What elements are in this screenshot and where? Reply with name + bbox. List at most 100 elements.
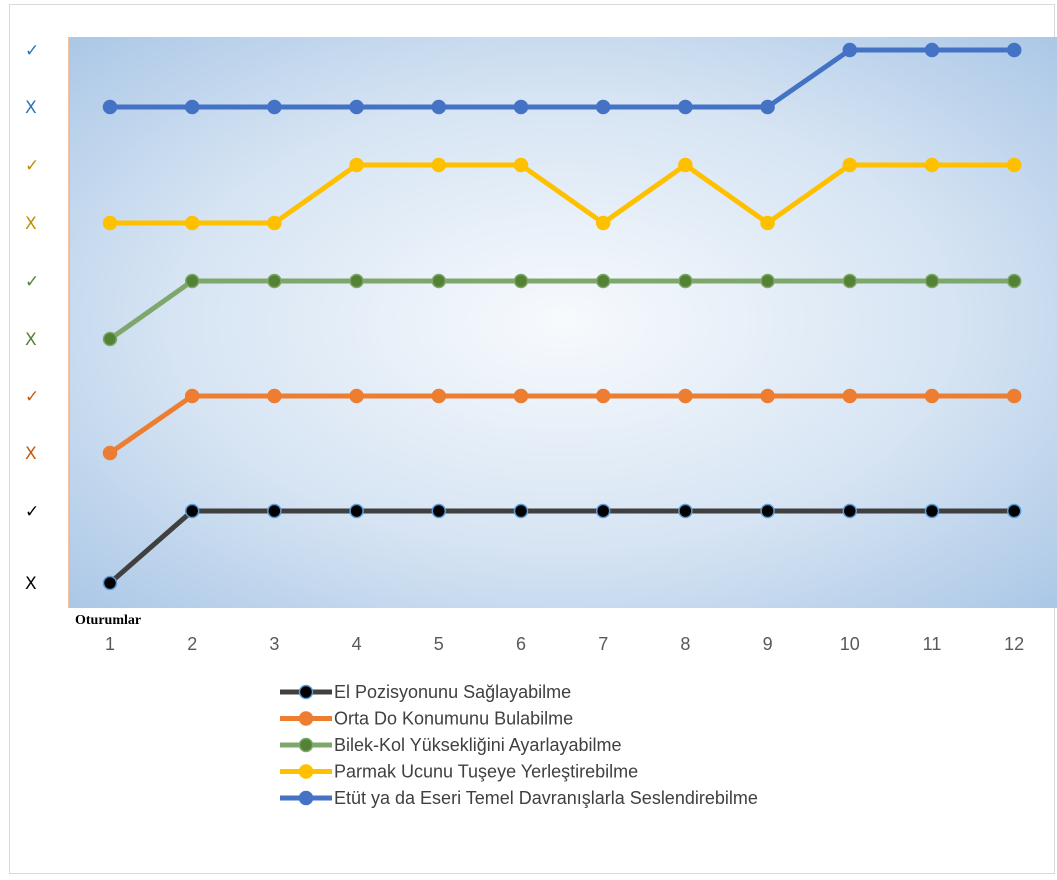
data-point <box>1006 157 1022 173</box>
data-point <box>1006 503 1022 519</box>
legend-item: Etüt ya da Eseri Temel Davranışlarla Ses… <box>280 788 758 808</box>
legend-marker-swatch <box>298 684 314 700</box>
data-point <box>595 215 611 231</box>
data-point <box>760 99 775 115</box>
data-point <box>513 503 529 519</box>
data-point <box>431 99 447 115</box>
legend-label: Orta Do Konumunu Bulabilme <box>334 709 573 729</box>
data-point <box>513 273 529 289</box>
plot-area <box>69 37 1057 608</box>
data-point <box>102 99 118 115</box>
y-tick-label: X <box>25 330 37 350</box>
y-tick-label: ✓ <box>25 387 39 407</box>
series-line-1 <box>108 508 1015 585</box>
legend-label: Etüt ya da Eseri Temel Davranışlarla Ses… <box>334 788 758 808</box>
data-point <box>349 503 364 519</box>
data-point <box>678 273 693 289</box>
x-tick-label: 12 <box>1004 634 1024 654</box>
x-tick-label: 1 <box>105 634 115 654</box>
data-point <box>842 388 858 404</box>
x-tick-label: 11 <box>923 634 942 654</box>
x-axis-tick-labels: 1 2 3 4 5 6 7 8 9 10 11 12 <box>105 634 1024 654</box>
data-point <box>184 503 200 519</box>
data-point <box>1006 42 1022 58</box>
data-point <box>1006 388 1022 404</box>
data-point <box>102 215 118 231</box>
legend-item: Parmak Ucunu Tuşeye Yerleştirebilme <box>280 762 638 782</box>
data-point <box>349 273 364 289</box>
legend-item: Bilek-Kol Yüksekliğini Ayarlayabilme <box>280 735 621 755</box>
legend-marker-swatch <box>298 711 314 726</box>
series-line-5 <box>110 47 1015 110</box>
data-point <box>678 388 693 404</box>
legend-marker-swatch <box>298 790 314 806</box>
data-point <box>924 273 940 289</box>
data-point <box>431 157 447 173</box>
data-point <box>184 99 200 115</box>
x-tick-label: 6 <box>516 634 526 654</box>
data-point <box>842 273 858 289</box>
data-point <box>349 99 364 115</box>
data-point <box>595 273 611 289</box>
y-tick-label: ✓ <box>25 502 39 522</box>
data-point <box>184 273 200 289</box>
x-tick-label: 10 <box>840 634 860 654</box>
data-point <box>595 388 611 404</box>
series-layer <box>102 42 1022 591</box>
data-point <box>102 331 118 347</box>
data-point <box>842 503 858 519</box>
data-point <box>513 99 529 115</box>
data-point <box>760 215 775 231</box>
data-point <box>267 273 282 289</box>
data-point <box>760 273 775 289</box>
data-point <box>924 503 940 519</box>
data-point <box>184 388 200 404</box>
data-point <box>184 215 200 231</box>
x-tick-label: 4 <box>352 634 362 654</box>
data-point <box>431 388 447 404</box>
data-point <box>842 42 858 58</box>
x-tick-label: 8 <box>680 634 690 654</box>
data-point <box>513 157 529 173</box>
y-tick-label: ✓ <box>25 41 39 61</box>
x-tick-label: 9 <box>763 634 773 654</box>
data-point <box>349 157 364 173</box>
y-tick-label: X <box>25 574 37 594</box>
series-line-4 <box>110 162 1015 226</box>
legend: El Pozisyonunu Sağlayabilme Orta Do Konum… <box>280 682 758 808</box>
data-point <box>678 503 693 519</box>
data-point <box>595 99 611 115</box>
data-point <box>924 42 940 58</box>
data-point <box>760 388 775 404</box>
data-point <box>102 445 118 461</box>
data-point <box>267 215 282 231</box>
data-point <box>267 388 282 404</box>
data-point <box>678 157 693 173</box>
x-tick-label: 2 <box>187 634 197 654</box>
data-point <box>431 503 447 519</box>
data-point <box>267 99 282 115</box>
data-point <box>924 388 940 404</box>
x-tick-label: 5 <box>434 634 444 654</box>
legend-item: El Pozisyonunu Sağlayabilme <box>280 682 571 702</box>
series-line-3 <box>108 278 1015 342</box>
x-tick-label: 3 <box>269 634 279 654</box>
legend-item: Orta Do Konumunu Bulabilme <box>280 709 573 729</box>
y-tick-label: X <box>25 98 37 118</box>
x-tick-label: 7 <box>598 634 608 654</box>
y-tick-label: X <box>25 214 37 234</box>
data-point <box>431 273 447 289</box>
data-point <box>595 503 611 519</box>
legend-marker-swatch <box>298 737 314 753</box>
data-point <box>349 388 364 404</box>
legend-label: El Pozisyonunu Sağlayabilme <box>334 682 571 702</box>
data-point <box>1006 273 1022 289</box>
data-point <box>513 388 529 404</box>
legend-marker-swatch <box>298 764 314 779</box>
series-line-2 <box>108 393 1015 456</box>
legend-label: Parmak Ucunu Tuşeye Yerleştirebilme <box>334 762 638 782</box>
y-tick-label: ✓ <box>25 272 39 292</box>
y-axis-labels: X ✓ X ✓ X ✓ X ✓ X ✓ <box>25 41 39 594</box>
y-tick-label: X <box>25 444 37 464</box>
data-point <box>760 503 775 519</box>
